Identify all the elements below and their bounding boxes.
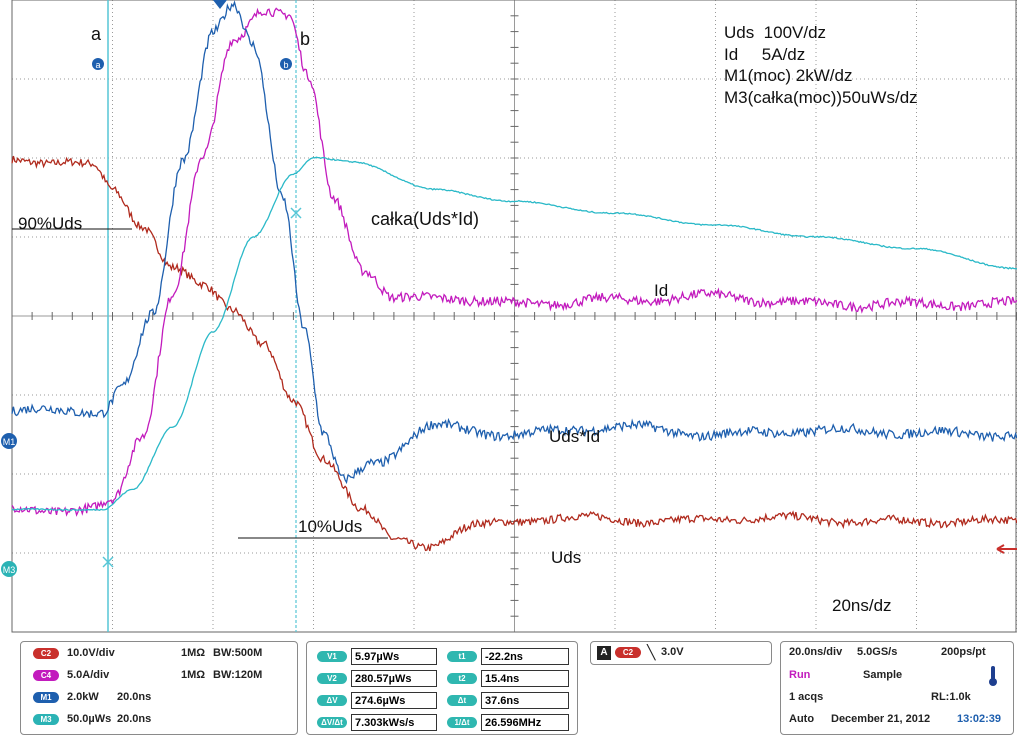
timebase-annotation: 20ns/dz — [832, 596, 892, 615]
m3-channel-chip[interactable]: M3 — [33, 714, 59, 725]
c2-channel-chip[interactable]: C2 — [33, 648, 59, 659]
t2-value: 15.4ns — [481, 670, 569, 687]
status-bar: C2 10.0V/div 1MΩ BW:500M C4 5.0A/div 1MΩ… — [0, 636, 1017, 735]
svg-text:M1: M1 — [3, 437, 16, 447]
thermometer-icon — [991, 666, 995, 680]
c4-scale: 5.0A/div — [67, 669, 110, 681]
v2-chip: V2 — [317, 673, 347, 684]
c4-bandwidth: BW:120M — [213, 669, 263, 681]
run-state[interactable]: Run — [789, 669, 811, 681]
trigger-level: 3.0V — [661, 646, 684, 658]
uds-10-label: 10%Uds — [298, 517, 363, 536]
uds-90-label: 90%Uds — [18, 214, 83, 233]
trace-id — [11, 7, 1017, 517]
svg-text:a: a — [95, 60, 100, 70]
trigger-position-icon[interactable] — [213, 0, 227, 9]
trigger-a-badge: A — [597, 646, 611, 660]
cursor-b-crossing-icon — [290, 207, 302, 219]
date: December 21, 2012 — [831, 713, 931, 725]
m1-reference-marker[interactable]: M1 — [1, 433, 17, 449]
timebase: 20.0ns/div — [789, 646, 843, 658]
m1-channel-chip[interactable]: M1 — [33, 692, 59, 703]
cursor-b-marker[interactable]: b — [280, 58, 292, 70]
c2-scale: 10.0V/div — [67, 647, 115, 659]
dt-chip: Δt — [447, 695, 477, 706]
trace-group — [11, 0, 1017, 568]
record-length: RL:1.0k — [931, 691, 971, 703]
c2-bandwidth: BW:500M — [213, 647, 263, 659]
cursor-lines[interactable] — [107, 0, 297, 632]
acq-mode: Sample — [863, 669, 903, 681]
m3-scale: 50.0µWs — [67, 713, 112, 725]
trace-uds-id — [11, 0, 1017, 485]
graticule — [11, 0, 1017, 633]
t1-chip: t1 — [447, 651, 477, 662]
svg-text:M3: M3 — [3, 565, 16, 575]
scale-info-line: M3(całka(moc))50uWs/dz — [724, 87, 918, 107]
c2-impedance: 1MΩ — [181, 647, 206, 659]
c4-impedance: 1MΩ — [181, 669, 206, 681]
v1-chip: V1 — [317, 651, 347, 662]
trigger-panel[interactable]: A C2 ╲ 3.0V — [590, 641, 772, 665]
cursor-b-label: b — [300, 29, 311, 49]
dv-chip: ΔV — [317, 695, 347, 706]
t2-chip: t2 — [447, 673, 477, 684]
acquisition-panel[interactable]: 20.0ns/div 5.0GS/s 200ps/pt Run Sample 1… — [780, 641, 1014, 735]
scale-info-line: Uds 100V/dz — [724, 23, 827, 42]
inv-dt-value: 26.596MHz — [481, 714, 569, 731]
id-trace-label: Id — [654, 281, 669, 300]
v2-value: 280.57µWs — [351, 670, 437, 687]
dvdt-value: 7.303kWs/s — [351, 714, 437, 731]
dvdt-chip: ΔV/Δt — [317, 717, 347, 728]
m3-reference-marker[interactable]: M3 — [1, 561, 17, 577]
cursor-a-marker[interactable]: a — [92, 58, 104, 70]
t1-value: -22.2ns — [481, 648, 569, 665]
channel-settings-panel[interactable]: C2 10.0V/div 1MΩ BW:500M C4 5.0A/div 1MΩ… — [20, 641, 298, 735]
cursor-measurement-panel[interactable]: V1 5.97µWs V2 280.57µWs ΔV 274.6µWs ΔV/Δ… — [306, 641, 578, 735]
resolution: 200ps/pt — [941, 646, 986, 658]
cursor-a-label: a — [91, 24, 102, 44]
integral-trace-label: całka(Uds*Id) — [371, 209, 480, 229]
oscilloscope-screen: a b M1 M3 — [0, 0, 1017, 636]
acq-count: 1 acqs — [789, 691, 824, 703]
sample-rate: 5.0GS/s — [857, 646, 898, 658]
trigger-mode: Auto — [789, 713, 815, 725]
svg-text:b: b — [283, 60, 288, 70]
screen-background — [0, 0, 1017, 636]
power-trace-label: Uds*Id — [549, 427, 601, 446]
scale-info-block: Uds 100V/dz Id 5A/dz M1(moc) 2kW/dz M3(c… — [724, 22, 918, 108]
c4-channel-chip[interactable]: C4 — [33, 670, 59, 681]
m1-time: 20.0ns — [117, 691, 152, 703]
scale-info-line: M1(moc) 2kW/dz — [724, 66, 853, 85]
dv-value: 274.6µWs — [351, 692, 437, 709]
thermometer-bulb-icon — [989, 678, 997, 686]
trace-ca-ka-uds-id- — [11, 156, 1017, 512]
time: 13:02:39 — [957, 713, 1002, 725]
cursor-a-crossing-icon — [102, 556, 114, 568]
falling-edge-icon: ╲ — [647, 644, 656, 660]
trigger-level-arrow-icon[interactable] — [996, 544, 1017, 554]
inv-dt-chip: 1/Δt — [447, 717, 477, 728]
v1-value: 5.97µWs — [351, 648, 437, 665]
dt-value: 37.6ns — [481, 692, 569, 709]
m3-time: 20.0ns — [117, 713, 152, 725]
uds-trace-label: Uds — [551, 548, 582, 567]
m1-scale: 2.0kW — [67, 691, 99, 703]
trace-uds — [11, 155, 1017, 552]
graticule-border — [11, 0, 1017, 633]
scale-info-line: Id 5A/dz — [724, 44, 806, 64]
trigger-source-chip[interactable]: C2 — [615, 647, 641, 658]
